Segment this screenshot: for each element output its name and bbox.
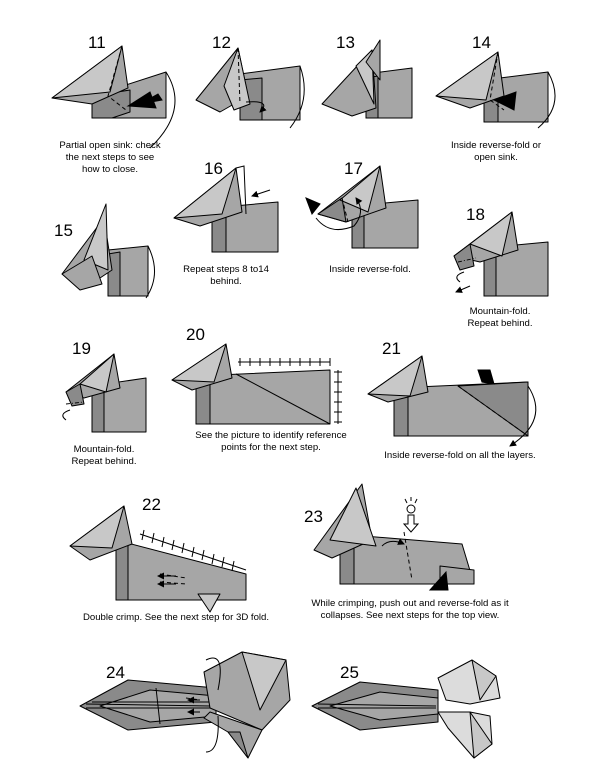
caption-line: Inside reverse-fold. xyxy=(329,264,411,275)
figure-step-12 xyxy=(195,47,305,129)
figure-step-18 xyxy=(453,211,549,297)
step-number-19: 19 xyxy=(72,339,91,358)
figure-step-16 xyxy=(173,165,279,253)
step-number-18: 18 xyxy=(466,205,485,224)
caption-step-22: Double crimp. See the next step for 3D f… xyxy=(56,612,296,624)
step-number-24: 24 xyxy=(106,663,125,682)
figure-step-25 xyxy=(311,659,501,759)
caption-step-14: Inside reverse-fold or open sink. xyxy=(416,140,576,164)
caption-step-18: Mountain-fold. Repeat behind. xyxy=(440,306,560,330)
step-number-25: 25 xyxy=(340,663,359,682)
caption-line: points for the next step. xyxy=(221,442,321,453)
caption-line: Repeat behind. xyxy=(71,456,137,467)
step-number-12: 12 xyxy=(212,33,231,52)
step-number-11: 11 xyxy=(88,33,106,52)
caption-step-21: Inside reverse-fold on all the layers. xyxy=(360,450,560,462)
caption-step-20: See the picture to identify reference po… xyxy=(166,430,376,454)
step-number-17: 17 xyxy=(344,159,363,178)
caption-step-17: Inside reverse-fold. xyxy=(300,264,440,276)
caption-line: collapses. See next steps for the top vi… xyxy=(320,610,500,621)
caption-line: Mountain-fold. xyxy=(73,444,135,455)
caption-step-16: Repeat steps 8 to14 behind. xyxy=(156,264,296,288)
step-number-13: 13 xyxy=(336,33,355,52)
figure-step-15 xyxy=(61,203,155,299)
caption-line: Inside reverse-fold on all the layers. xyxy=(384,450,536,461)
figure-step-22 xyxy=(69,505,247,613)
step-number-16: 16 xyxy=(204,159,223,178)
figure-step-21 xyxy=(367,355,537,447)
caption-line: Partial open sink: check xyxy=(59,140,161,151)
caption-line: the next steps to see xyxy=(65,152,155,163)
caption-line: how to close. xyxy=(82,164,138,175)
caption-line: Repeat steps 8 to14 xyxy=(183,264,269,275)
figure-step-23 xyxy=(313,483,475,591)
caption-line: open sink. xyxy=(474,152,518,163)
figure-step-13 xyxy=(321,39,413,119)
caption-line: behind. xyxy=(210,276,242,287)
caption-line: Inside reverse-fold or xyxy=(450,140,542,151)
figure-step-11 xyxy=(51,45,176,149)
caption-step-23: While crimping, push out and reverse-fol… xyxy=(290,598,530,622)
caption-step-11: Partial open sink: check the next steps … xyxy=(30,140,190,176)
figure-step-20 xyxy=(171,343,342,425)
step-number-15: 15 xyxy=(54,221,73,240)
step-number-20: 20 xyxy=(186,325,205,344)
caption-line: Mountain-fold. xyxy=(469,306,531,317)
figure-step-17 xyxy=(305,165,419,249)
step-number-23: 23 xyxy=(304,507,323,526)
figure-step-19 xyxy=(62,353,147,433)
step-number-21: 21 xyxy=(382,339,401,358)
caption-step-19: Mountain-fold. Repeat behind. xyxy=(44,444,164,468)
step-number-22: 22 xyxy=(142,495,161,514)
caption-line: Double crimp. See the next step for 3D f… xyxy=(82,612,270,623)
caption-line: While crimping, push out and reverse-fol… xyxy=(311,598,509,609)
figure-step-14 xyxy=(435,51,556,129)
step-number-14: 14 xyxy=(472,33,491,52)
caption-line: Repeat behind. xyxy=(467,318,533,329)
caption-line: See the picture to identify reference xyxy=(195,430,347,441)
figure-step-24 xyxy=(79,651,291,759)
